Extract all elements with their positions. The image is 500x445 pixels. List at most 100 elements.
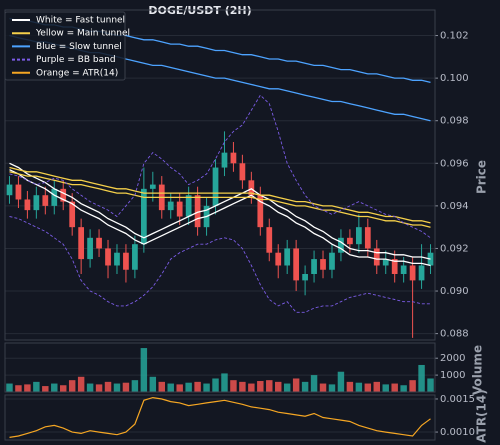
price-frame: [4, 9, 436, 341]
volume-bar: [266, 380, 273, 392]
volume-bar: [257, 381, 264, 392]
volume-bar: [15, 385, 22, 392]
candle-body: [15, 184, 22, 200]
y-axis-label: Price: [475, 160, 489, 194]
candle-body: [284, 248, 291, 266]
line: [9, 171, 431, 228]
volume-bar: [319, 383, 327, 392]
volume-bar: [24, 384, 31, 392]
volume-bar: [149, 376, 157, 392]
candle-body: [320, 259, 326, 270]
candle-body: [248, 180, 255, 196]
candle-body: [338, 237, 344, 253]
y-tick-label: 0.096: [440, 158, 469, 169]
volume-bar: [95, 384, 103, 392]
line: [9, 166, 431, 224]
volume-bar: [86, 383, 94, 392]
volume-bar: [194, 381, 201, 392]
volume-bar: [68, 380, 76, 392]
legend-label: Orange = ATR(14): [36, 68, 118, 78]
volume-bar: [328, 384, 336, 392]
volume-bar: [391, 383, 398, 392]
volume-bar: [140, 348, 148, 392]
y-tick-label: 0.102: [440, 31, 469, 42]
candle-body: [427, 252, 434, 266]
volume-bar: [364, 383, 372, 392]
candle-body: [114, 252, 120, 266]
volume-bar: [346, 381, 354, 392]
volume-bar: [283, 383, 291, 392]
legend-label: White = Fast tunnel: [36, 16, 125, 26]
volume-bar: [418, 364, 425, 392]
candle-body: [230, 152, 237, 164]
candle-body: [400, 265, 407, 274]
legend-box: [4, 11, 126, 81]
volume-bar: [104, 381, 112, 392]
candle-body: [257, 195, 264, 228]
volume-bar: [292, 378, 300, 392]
candle-body: [266, 227, 273, 253]
candle-body: [176, 201, 183, 217]
candle-body: [105, 248, 111, 266]
candle-body: [140, 188, 147, 245]
y-tick-label: 0.088: [440, 329, 469, 340]
candle-body: [24, 199, 31, 211]
volume-bar: [382, 384, 389, 392]
volume-bar: [355, 382, 363, 392]
candle-body: [221, 152, 228, 168]
grid: 0.088 0.090 0.092 0.094 0.096 0.098 0.100 0.102…: [5, 31, 475, 438]
candle-body: [96, 237, 102, 249]
candle-body: [132, 244, 138, 270]
candle-body: [69, 201, 76, 228]
legend: White = Fast tunnel Yellow = Main tunnel B…: [4, 11, 130, 81]
candle-body: [409, 265, 416, 281]
volume-frame: [4, 342, 436, 393]
volume-bar: [6, 383, 13, 392]
candle-body: [78, 227, 85, 260]
volume-bar: [239, 381, 246, 392]
candle-body: [185, 195, 192, 217]
y-tick-label: 2000: [440, 353, 465, 364]
volume-bar: [373, 381, 380, 392]
candle-body: [123, 252, 129, 270]
y-tick-label: 0.094: [440, 201, 469, 212]
candle-body: [149, 184, 156, 189]
candle-body: [391, 259, 398, 274]
candle-body: [347, 237, 353, 245]
candle-body: [373, 248, 380, 266]
volume-bar: [337, 371, 345, 392]
volume-bar: [113, 383, 121, 392]
line: [9, 169, 431, 267]
candle-body: [51, 188, 58, 206]
volume-bar: [122, 382, 130, 392]
y-axis-label: Volume: [471, 345, 485, 395]
y-tick-label: 0.0015: [440, 394, 475, 405]
candle-body: [418, 265, 425, 281]
volume-bar: [176, 384, 183, 392]
volume-bar: [310, 375, 318, 392]
candle-body: [311, 259, 317, 274]
candle-body: [355, 227, 362, 245]
candle-body: [275, 252, 282, 266]
candle-body: [6, 184, 13, 196]
volume-bar: [33, 381, 40, 392]
candle-body: [382, 259, 389, 266]
y-tick-label: 0.098: [440, 116, 469, 127]
volume-bar: [275, 381, 282, 392]
line: [9, 162, 431, 260]
volume-bar: [230, 380, 237, 392]
plot: [6, 17, 434, 438]
y-tick-label: 0.0010: [440, 427, 475, 438]
candle-body: [364, 227, 371, 249]
volume-bar: [221, 373, 228, 392]
volume-bar: [409, 380, 416, 392]
volume-bar: [42, 386, 49, 392]
volume-bar: [158, 381, 165, 392]
volume-bar: [427, 378, 434, 392]
line: [9, 396, 431, 438]
candle-body: [329, 252, 335, 270]
atr-frame: [4, 394, 436, 441]
volume-bar: [167, 383, 174, 392]
